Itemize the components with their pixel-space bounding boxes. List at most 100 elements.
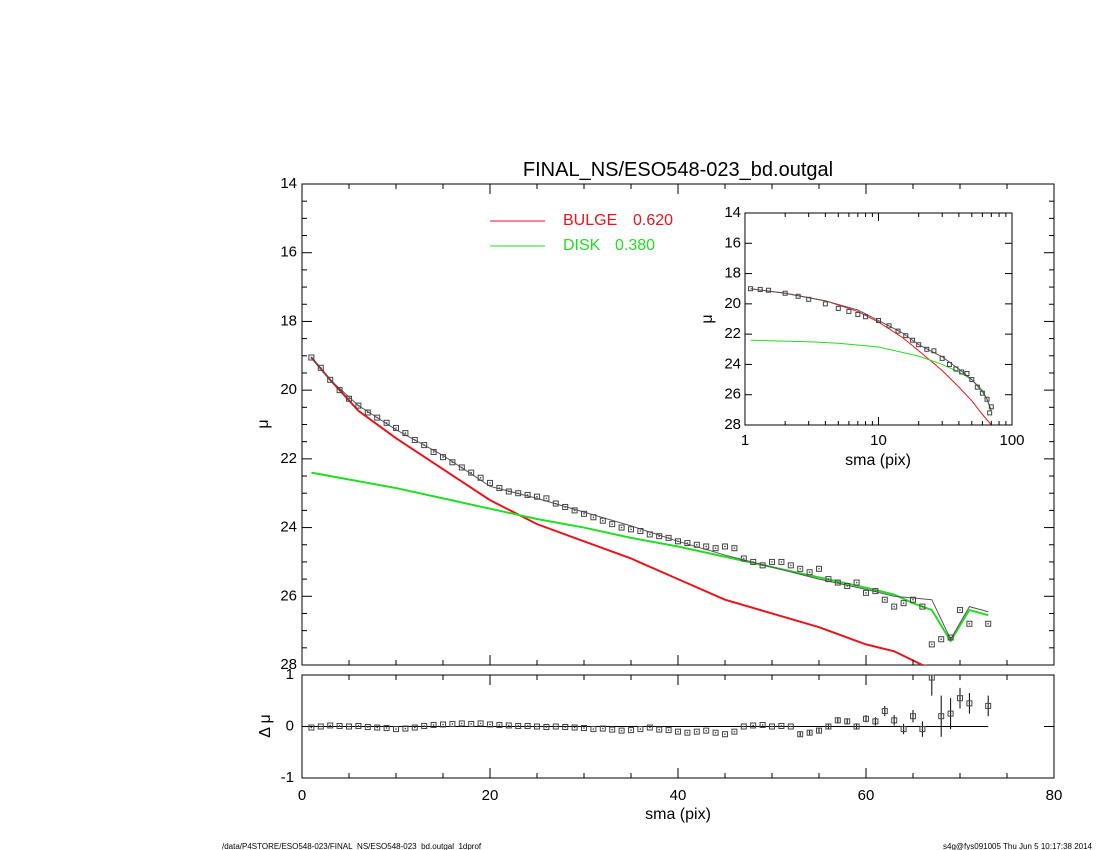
legend-bulge-name: BULGE (563, 212, 617, 229)
main-data-point (957, 607, 963, 614)
residual-data-point (543, 724, 550, 731)
residual-data-point (468, 720, 475, 727)
residual-data-point-center (423, 725, 426, 727)
inset-data-point (886, 323, 892, 329)
inset-data-point (953, 366, 959, 372)
main-data-point-center (470, 471, 473, 474)
legend-bulge-value: 0.620 (633, 212, 673, 229)
main-data-point (383, 419, 390, 426)
main-data-point-center (902, 602, 905, 604)
residual-data-point (440, 721, 446, 728)
inset-y-tick-label: 22 (724, 325, 741, 342)
main-data-point (355, 402, 362, 409)
residual-data-point-center (329, 724, 332, 727)
main-data-point (449, 459, 456, 466)
residual-data-point (599, 725, 606, 732)
main-data-point (750, 558, 757, 565)
residual-data-point-center (884, 710, 886, 712)
main-data-point (872, 588, 879, 595)
residual-data-point-center (310, 726, 313, 729)
residual-data-point (383, 725, 390, 732)
inset-data-point (916, 342, 922, 348)
main-data-point (816, 565, 822, 572)
inset-content: 14 16 18 20 22 24 26 281 10 100 (724, 204, 1024, 449)
inset-data-point (979, 390, 985, 396)
inset-data-point (988, 404, 994, 410)
inset-data-point (806, 296, 812, 302)
main-panel: 14 16 18 20 22 24 26 28 μ (255, 175, 1055, 673)
main-data-point (524, 491, 531, 498)
residual-data-point-center (432, 724, 435, 726)
main-data-point-center (536, 495, 538, 498)
residual-data-point (496, 721, 503, 728)
main-series-total (311, 357, 989, 641)
main-data-point-center (696, 543, 698, 546)
residual-data-point-center (508, 724, 510, 727)
residual-data-point-center (912, 715, 914, 717)
residual-data-point (374, 724, 381, 731)
main-data-point-center (959, 609, 961, 611)
main-data-point (928, 641, 935, 648)
main-data-point (703, 543, 710, 550)
residual-data-point (421, 722, 428, 729)
main-data-point (693, 541, 700, 548)
residual-data-point (703, 727, 710, 734)
residual-data-point-center (611, 728, 613, 731)
main-data-point (327, 376, 334, 383)
residual-data-point (411, 724, 418, 731)
residual-data-point-center (752, 724, 754, 727)
residual-data-point (562, 724, 569, 731)
main-data-point (722, 543, 728, 550)
main-series-disk (311, 471, 989, 643)
main-data-point (374, 414, 381, 421)
residual-data-point-center (686, 731, 689, 734)
residual-data-point-center (827, 725, 830, 728)
main-data-point-center (498, 487, 501, 489)
main-data-point-center (931, 643, 933, 646)
residual-data-point (693, 728, 700, 735)
inset-data-point (931, 348, 937, 354)
main-data-point (900, 600, 907, 607)
main-data-point-center (555, 502, 557, 505)
residual-data-point-center (714, 731, 717, 734)
residual-data-point-center (761, 724, 764, 726)
inset-x-axis-label: sma (pix) (845, 452, 911, 469)
main-data-point-center (517, 492, 519, 495)
residual-data-point-center (667, 729, 670, 731)
main-data-point-center (667, 537, 670, 539)
residual-data-point (844, 718, 851, 725)
residual-data-point-center (743, 725, 745, 728)
residual-data-point (355, 722, 362, 729)
main-data-point-center (987, 622, 989, 625)
residual-data-point (806, 729, 813, 736)
main-data-point-center (526, 494, 529, 496)
main-data-point (477, 474, 484, 481)
residual-data-point-center (376, 726, 379, 729)
main-data-point-center (620, 526, 623, 529)
residual-data-point (825, 723, 832, 730)
residual-data-point-center (555, 725, 557, 728)
residual-data-point-center (921, 728, 924, 730)
main-data-point (364, 409, 371, 416)
residual-data-point-center (705, 729, 707, 732)
main-data-point (552, 500, 559, 507)
inset-data-point (946, 361, 952, 367)
residual-data-point (957, 695, 963, 702)
residual-data-point-center (818, 729, 820, 732)
residual-data-point (609, 726, 616, 733)
residual-data-point (665, 727, 672, 734)
main-data-point (938, 636, 945, 643)
residual-data-point-center (949, 712, 952, 715)
residual-data-point-center (790, 725, 792, 728)
residual-data-point-center (893, 719, 895, 722)
residual-data-point (317, 723, 324, 730)
main-data-point-center (855, 581, 858, 584)
main-data-point (778, 558, 785, 565)
residual-data-point-center (630, 729, 632, 731)
residual-data-point-center (517, 725, 519, 727)
residual-data-point-center (348, 725, 350, 728)
residual-data-point-center (592, 728, 595, 730)
residual-x-tick-label: 0 (298, 787, 306, 804)
legend-disk-name: DISK (563, 237, 601, 254)
main-data-point-center (761, 564, 764, 567)
